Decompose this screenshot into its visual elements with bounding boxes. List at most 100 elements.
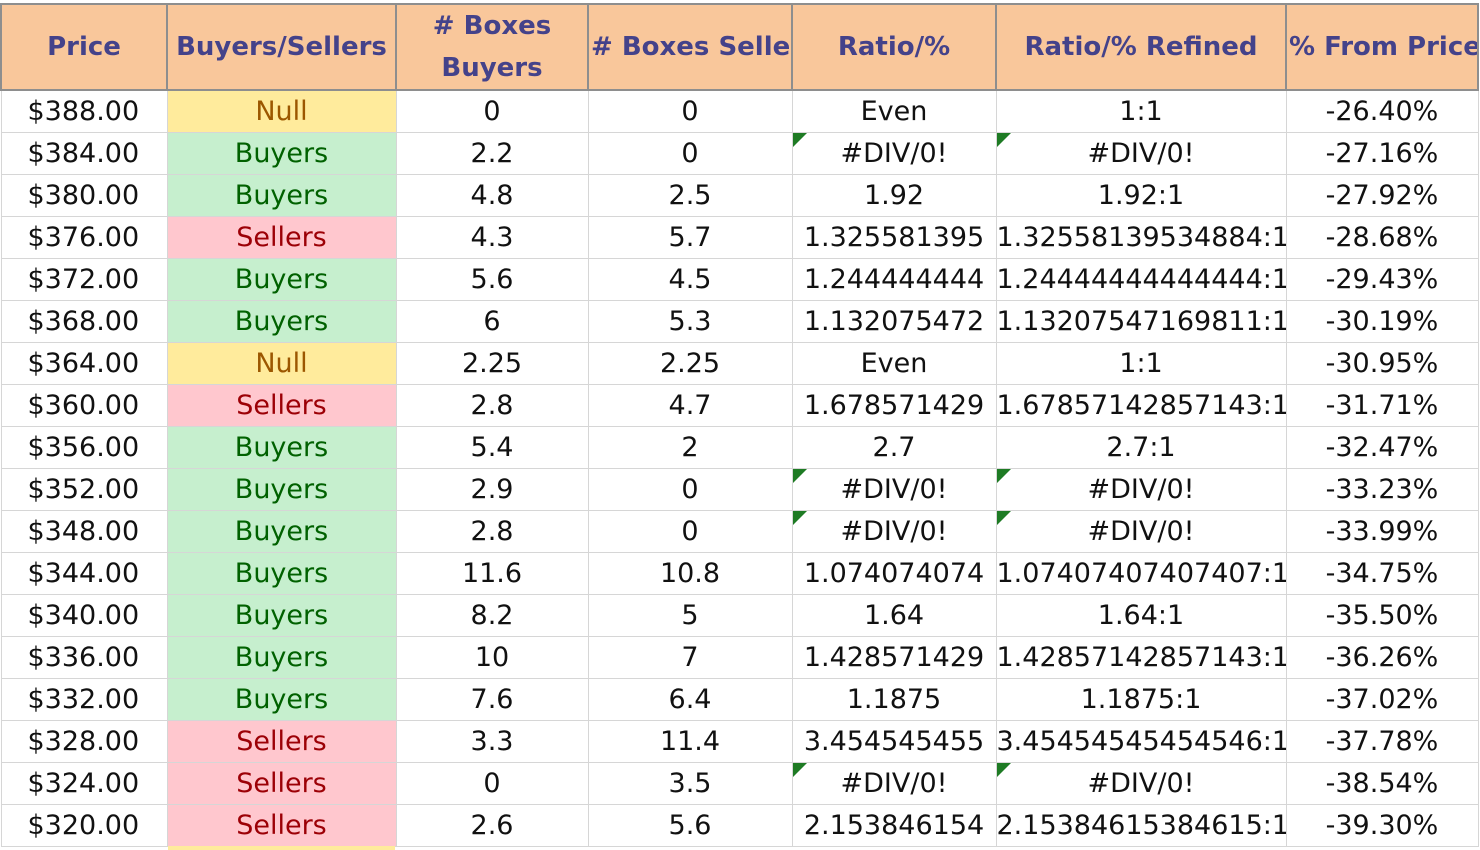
pct-from-price-cell[interactable]: -26.40% (1285, 89, 1479, 133)
boxes-sellers-cell[interactable]: 5 (587, 594, 793, 637)
boxes-buyers-cell[interactable]: 5.4 (395, 426, 589, 469)
pct-from-price-cell[interactable]: -33.99% (1285, 510, 1479, 553)
price-cell[interactable]: $376.00 (0, 216, 168, 259)
pct-from-price-cell[interactable]: -36.26% (1285, 636, 1479, 679)
ratio-refined-cell[interactable]: #DIV/0! (995, 510, 1287, 553)
side-cell[interactable]: Null (166, 342, 397, 385)
boxes-buyers-cell[interactable]: 0 (395, 89, 589, 133)
pct-from-price-cell[interactable]: -27.92% (1285, 174, 1479, 217)
boxes-buyers-cell[interactable]: 3.3 (395, 720, 589, 763)
pct-from-price-cell[interactable]: -39.30% (1285, 804, 1479, 847)
ratio-refined-cell[interactable]: #DIV/0! (995, 468, 1287, 511)
price-cell[interactable]: $372.00 (0, 258, 168, 301)
ratio-cell[interactable]: #DIV/0! (791, 468, 997, 511)
side-cell[interactable]: Buyers (166, 636, 397, 679)
pct-from-price-cell[interactable]: -34.75% (1285, 552, 1479, 595)
boxes-sellers-cell[interactable]: 11.4 (587, 720, 793, 763)
price-cell[interactable]: $356.00 (0, 426, 168, 469)
price-cell[interactable]: $380.00 (0, 174, 168, 217)
ratio-refined-cell[interactable]: 2.15384615384615:1 (995, 804, 1287, 847)
pct-from-price-cell[interactable]: -37.78% (1285, 720, 1479, 763)
header-boxes-buyers[interactable]: # Boxes Buyers (395, 3, 589, 91)
boxes-buyers-cell[interactable]: 10 (395, 636, 589, 679)
pct-from-price-cell[interactable]: -30.95% (1285, 342, 1479, 385)
boxes-buyers-cell[interactable]: 4.8 (395, 174, 589, 217)
ratio-cell[interactable]: 1.1875 (791, 678, 997, 721)
ratio-refined-cell[interactable]: 2.7:1 (995, 426, 1287, 469)
ratio-refined-cell[interactable]: 1.24444444444444:1 (995, 258, 1287, 301)
pct-from-price-cell[interactable]: -33.23% (1285, 468, 1479, 511)
boxes-sellers-cell[interactable]: 7 (587, 636, 793, 679)
price-cell[interactable]: $328.00 (0, 720, 168, 763)
pct-from-price-cell[interactable]: -31.71% (1285, 384, 1479, 427)
ratio-cell[interactable]: 1.074074074 (791, 552, 997, 595)
boxes-buyers-cell[interactable]: 5.6 (395, 258, 589, 301)
boxes-sellers-cell[interactable]: 6.4 (587, 678, 793, 721)
pct-from-price-cell[interactable]: -29.43% (1285, 258, 1479, 301)
side-cell[interactable]: Sellers (166, 384, 397, 427)
side-cell[interactable]: Buyers (166, 552, 397, 595)
side-cell[interactable]: Sellers (166, 762, 397, 805)
price-cell[interactable]: $336.00 (0, 636, 168, 679)
boxes-buyers-cell[interactable]: 4.3 (395, 216, 589, 259)
ratio-refined-cell[interactable]: 1.07407407407407:1 (995, 552, 1287, 595)
price-cell[interactable]: $360.00 (0, 384, 168, 427)
boxes-sellers-cell[interactable]: 3.5 (587, 762, 793, 805)
boxes-sellers-cell[interactable]: 4.5 (587, 258, 793, 301)
ratio-refined-cell[interactable]: 1.1875:1 (995, 678, 1287, 721)
ratio-cell[interactable]: Even (791, 89, 997, 133)
boxes-buyers-cell[interactable]: 2.2 (395, 132, 589, 175)
price-cell[interactable]: $368.00 (0, 300, 168, 343)
side-cell[interactable]: Buyers (166, 300, 397, 343)
price-cell[interactable]: $320.00 (0, 804, 168, 847)
boxes-sellers-cell[interactable]: 0 (587, 510, 793, 553)
price-cell[interactable]: $340.00 (0, 594, 168, 637)
pct-from-price-cell[interactable]: -28.68% (1285, 216, 1479, 259)
ratio-cell[interactable]: #DIV/0! (791, 510, 997, 553)
ratio-cell[interactable]: 1.132075472 (791, 300, 997, 343)
boxes-buyers-cell[interactable]: 8.2 (395, 594, 589, 637)
price-cell[interactable]: $324.00 (0, 762, 168, 805)
side-cell[interactable]: Sellers (166, 216, 397, 259)
boxes-buyers-cell[interactable]: 0 (395, 762, 589, 805)
boxes-buyers-cell[interactable]: 2.6 (395, 804, 589, 847)
price-cell[interactable]: $344.00 (0, 552, 168, 595)
side-cell[interactable]: Buyers (166, 174, 397, 217)
boxes-sellers-cell[interactable]: 5.7 (587, 216, 793, 259)
ratio-cell[interactable]: 1.325581395 (791, 216, 997, 259)
boxes-buyers-cell[interactable]: 2.9 (395, 468, 589, 511)
side-cell[interactable]: Buyers (166, 132, 397, 175)
pct-from-price-cell[interactable]: -27.16% (1285, 132, 1479, 175)
side-cell[interactable]: Buyers (166, 468, 397, 511)
boxes-sellers-cell[interactable]: 2.5 (587, 174, 793, 217)
header-pct-from-price[interactable]: % From Price (1285, 3, 1479, 91)
header-price[interactable]: Price (0, 3, 168, 91)
pct-from-price-cell[interactable]: -37.02% (1285, 678, 1479, 721)
side-cell[interactable]: Null (166, 89, 397, 133)
ratio-refined-cell[interactable]: #DIV/0! (995, 762, 1287, 805)
boxes-sellers-cell[interactable]: 4.7 (587, 384, 793, 427)
boxes-sellers-cell[interactable]: 5.3 (587, 300, 793, 343)
ratio-refined-cell[interactable]: 1.92:1 (995, 174, 1287, 217)
header-ratio-refined[interactable]: Ratio/% Refined (995, 3, 1287, 91)
ratio-refined-cell[interactable]: 1.32558139534884:1 (995, 216, 1287, 259)
ratio-cell[interactable]: Even (791, 342, 997, 385)
boxes-sellers-cell[interactable]: 2.25 (587, 342, 793, 385)
pct-from-price-cell[interactable]: -32.47% (1285, 426, 1479, 469)
side-cell[interactable]: Sellers (166, 804, 397, 847)
boxes-buyers-cell[interactable]: 2.25 (395, 342, 589, 385)
side-cell[interactable]: Sellers (166, 720, 397, 763)
boxes-sellers-cell[interactable]: 0 (587, 468, 793, 511)
ratio-cell[interactable]: 1.64 (791, 594, 997, 637)
boxes-sellers-cell[interactable]: 0 (587, 132, 793, 175)
ratio-refined-cell[interactable]: 1.64:1 (995, 594, 1287, 637)
ratio-cell[interactable]: #DIV/0! (791, 762, 997, 805)
pct-from-price-cell[interactable]: -38.54% (1285, 762, 1479, 805)
boxes-sellers-cell[interactable]: 0 (587, 89, 793, 133)
boxes-buyers-cell[interactable]: 11.6 (395, 552, 589, 595)
price-cell[interactable]: $348.00 (0, 510, 168, 553)
ratio-refined-cell[interactable]: 3.45454545454546:1 (995, 720, 1287, 763)
ratio-refined-cell[interactable]: 1:1 (995, 342, 1287, 385)
side-cell[interactable]: Buyers (166, 594, 397, 637)
boxes-sellers-cell[interactable]: 5.6 (587, 804, 793, 847)
